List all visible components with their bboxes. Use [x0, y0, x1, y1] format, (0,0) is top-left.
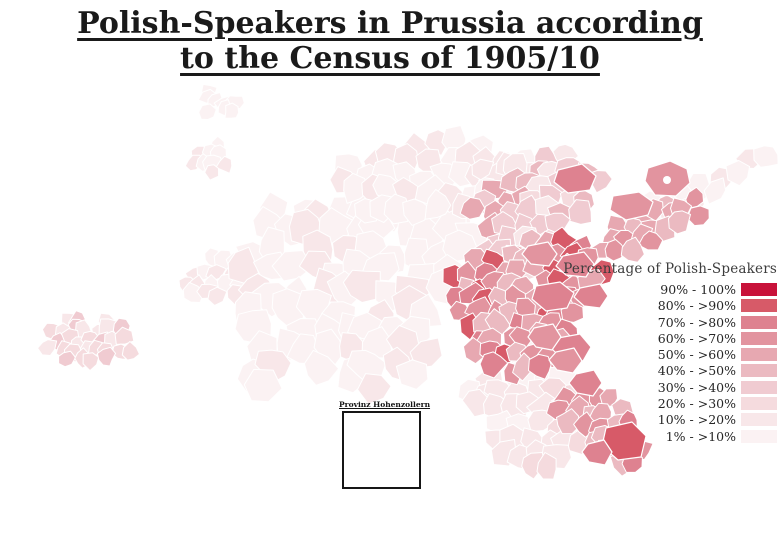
lake-hole: [663, 176, 671, 184]
district-cell: [528, 353, 552, 380]
legend-label: 50% - >60%: [657, 347, 736, 363]
district-cell: [753, 145, 779, 168]
district-cell: [638, 230, 664, 251]
district-cell: [96, 346, 117, 367]
district-cell: [536, 452, 557, 480]
legend-swatch: [741, 315, 777, 329]
district-cell: [207, 286, 228, 306]
district-tuchel: [553, 163, 597, 194]
district-cell: [556, 408, 581, 435]
legend-label: 60% - >70%: [657, 330, 736, 346]
legend-row: 20% - >30%: [563, 396, 777, 412]
legend-row: 90% - 100%: [563, 283, 777, 296]
district-rybnik: [581, 439, 613, 466]
district-cell: [620, 236, 645, 263]
district-thorn: [521, 241, 558, 267]
district-cell: [424, 189, 452, 220]
legend-label: 10% - >20%: [657, 412, 736, 428]
legend-row: 60% - >70%: [563, 330, 777, 346]
district-cell: [114, 326, 135, 345]
district-cell: [725, 160, 751, 187]
district-cell: [686, 205, 710, 227]
legend-row: 70% - >80%: [563, 314, 777, 330]
legend-swatch: [741, 348, 777, 362]
district-cell: [198, 103, 217, 120]
district-cell: [82, 352, 100, 372]
hohenzollern-inset: Provinz Hohenzollern: [339, 400, 431, 489]
district-cell: [37, 339, 58, 356]
legend-swatch: [741, 429, 777, 443]
legend-rows: 90% - 100% 80% - >90% 70% - >80% 60% - >70%…: [563, 283, 777, 443]
legend-row: 80% - >90%: [563, 298, 777, 314]
title-line-1: Polish-Speakers in Prussia according: [77, 6, 703, 41]
district-cell: [204, 164, 220, 181]
district-cell: [668, 210, 691, 235]
legend-row: 1% - >10%: [563, 428, 777, 444]
district-schildberg: [548, 347, 583, 374]
legend: Percentage of Polish-Speakers 90% - 100%…: [563, 261, 777, 446]
title-line-2: to the Census of 1905/10: [180, 41, 600, 76]
legend-swatch: [741, 380, 777, 394]
district-kempen: [527, 323, 562, 351]
district-cell: [703, 177, 727, 205]
legend-swatch: [741, 331, 777, 345]
legend-swatch: [741, 397, 777, 411]
legend-label: 80% - >90%: [657, 298, 736, 314]
district-cell: [303, 349, 340, 386]
district-cell: [342, 269, 381, 303]
district-cell: [224, 102, 240, 119]
legend-row: 30% - >40%: [563, 379, 777, 395]
district-ortelsburg: [609, 191, 654, 221]
legend-row: 40% - >50%: [563, 363, 777, 379]
legend-label: 30% - >40%: [657, 379, 736, 395]
legend-label: 90% - 100%: [660, 282, 736, 297]
district-cell: [243, 368, 283, 403]
district-cell: [182, 281, 205, 303]
hohenzollern-label: Provinz Hohenzollern: [339, 400, 431, 409]
legend-swatch: [741, 364, 777, 378]
legend-label: 70% - >80%: [657, 314, 736, 330]
legend-swatch: [741, 299, 777, 313]
legend-title: Percentage of Polish-Speakers: [563, 261, 777, 277]
district-cell: [409, 337, 443, 369]
district-cell: [604, 239, 627, 262]
legend-label: 20% - >30%: [657, 396, 736, 412]
district-gnesen: [555, 251, 595, 278]
district-cell: [459, 196, 486, 220]
legend-label: 1% - >10%: [665, 428, 736, 444]
district-kreuzburg: [568, 369, 603, 397]
legend-row: 10% - >20%: [563, 412, 777, 428]
district-cell: [568, 199, 592, 225]
hohenzollern-box: [341, 411, 421, 489]
district-cell: [471, 158, 495, 181]
district-cell: [395, 359, 429, 390]
district-wreschen: [573, 283, 609, 309]
legend-row: 50% - >60%: [563, 347, 777, 363]
district-cell: [121, 341, 140, 361]
map-title: Polish-Speakers in Prussia according to …: [0, 6, 780, 76]
district-posen-city: [531, 281, 575, 312]
legend-swatch: [741, 413, 777, 427]
district-cell: [357, 373, 392, 405]
legend-swatch: [741, 283, 777, 296]
legend-label: 40% - >50%: [657, 363, 736, 379]
